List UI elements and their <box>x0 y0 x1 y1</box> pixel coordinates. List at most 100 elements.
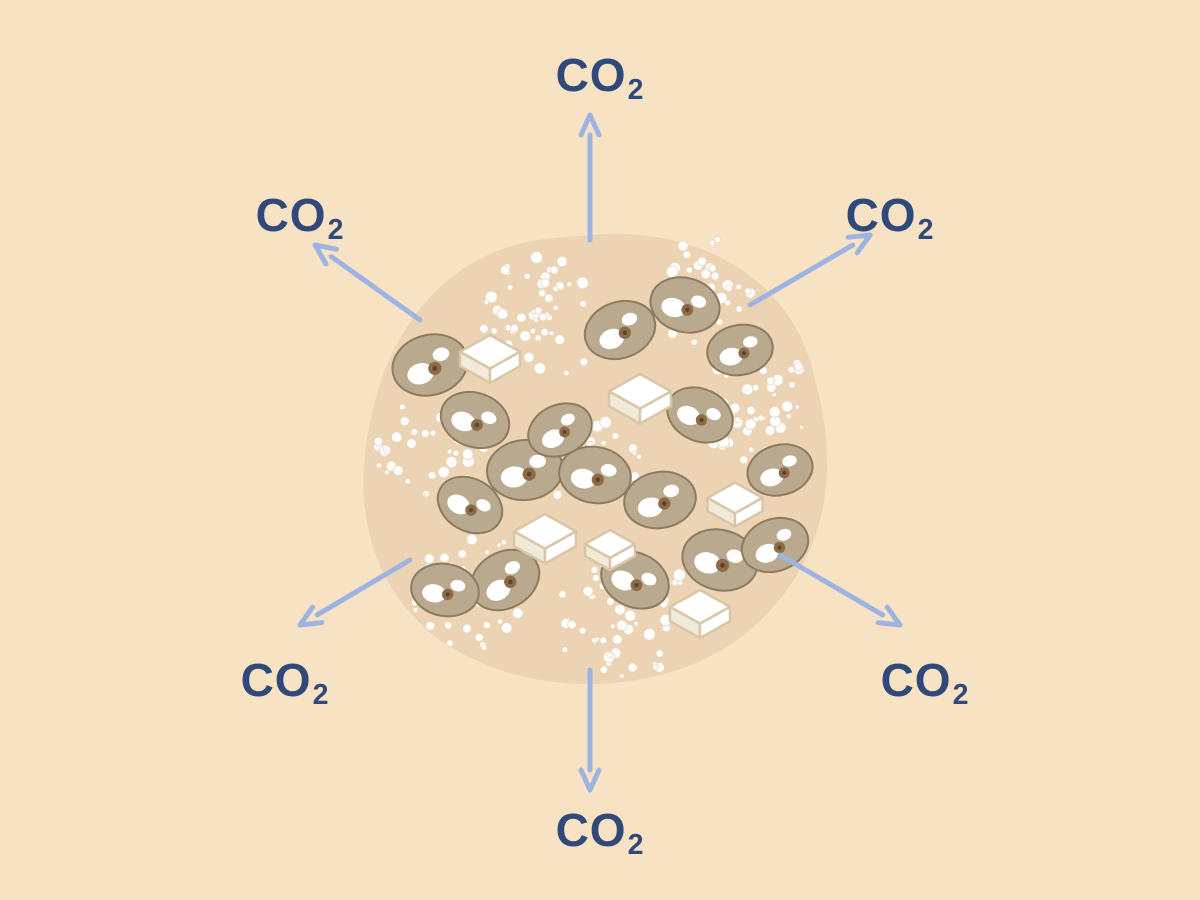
bubble <box>601 441 606 446</box>
bubble <box>617 620 628 631</box>
bubble <box>794 362 802 370</box>
co2-label-sub: 2 <box>328 214 345 246</box>
bubble <box>580 301 587 308</box>
bubble <box>481 645 487 651</box>
bubble <box>475 634 483 642</box>
bubble <box>458 550 466 558</box>
co2-label-sub: 2 <box>313 679 330 711</box>
bubble <box>698 257 707 266</box>
co2-label: CO2 <box>256 192 345 238</box>
bubble <box>535 307 542 314</box>
bubble <box>520 331 531 342</box>
bubble <box>678 241 688 251</box>
bubble <box>385 470 389 474</box>
bubble <box>749 447 754 452</box>
bubble <box>740 456 748 464</box>
bubble <box>421 430 429 438</box>
bubble <box>691 339 697 345</box>
bubble <box>447 449 452 454</box>
bubble <box>615 604 626 615</box>
bubble <box>653 665 658 670</box>
bubble <box>391 432 401 442</box>
bubble <box>745 288 751 294</box>
bubble <box>446 456 457 467</box>
bubble <box>567 282 572 287</box>
bubble <box>593 575 600 582</box>
co2-label: CO2 <box>556 52 645 98</box>
bubble <box>666 266 678 278</box>
bubble <box>428 472 436 480</box>
bubble <box>745 419 756 430</box>
bubble <box>531 252 543 264</box>
bubble <box>501 540 506 545</box>
bubble <box>562 647 568 653</box>
bubble <box>400 417 409 426</box>
bubble <box>462 449 473 460</box>
bubble <box>747 406 756 415</box>
bubble <box>789 382 795 388</box>
bubble <box>709 265 716 272</box>
bubble <box>765 426 775 436</box>
bubble <box>544 294 553 303</box>
bubble <box>608 653 613 658</box>
co2-label-main: CO <box>846 189 917 241</box>
bubble <box>711 272 719 280</box>
co2-label: CO2 <box>846 192 935 238</box>
bubble <box>701 269 711 279</box>
co2-label-main: CO <box>881 654 952 706</box>
bubble <box>484 300 489 305</box>
bubble <box>786 414 791 419</box>
bubble <box>568 621 576 629</box>
co2-label-sub: 2 <box>953 679 970 711</box>
bubble <box>795 405 799 409</box>
bubble <box>736 306 742 312</box>
bubble <box>535 335 541 341</box>
bubble <box>485 550 489 554</box>
bubble <box>549 331 554 336</box>
bubble <box>683 251 691 259</box>
bubble <box>612 433 619 440</box>
bubble <box>736 284 741 289</box>
bubble <box>769 406 780 417</box>
bubble <box>564 370 569 375</box>
bubble <box>405 478 410 483</box>
co2-label-sub: 2 <box>918 214 935 246</box>
bubble <box>507 285 513 291</box>
bubble <box>501 266 510 275</box>
bubble <box>550 266 558 274</box>
bubble <box>407 439 417 449</box>
bubble <box>758 415 764 421</box>
bubble <box>580 358 588 366</box>
bubble <box>767 377 775 385</box>
bubble <box>788 366 795 373</box>
co2-label: CO2 <box>881 657 970 703</box>
bubble <box>725 285 732 292</box>
bubble <box>553 305 558 310</box>
bubble <box>430 430 436 436</box>
bubble <box>612 635 622 645</box>
co2-label: CO2 <box>556 807 645 853</box>
bubble <box>374 437 383 446</box>
bubble <box>595 637 599 641</box>
bubble <box>557 256 567 266</box>
bubble <box>577 277 589 289</box>
co2-label-main: CO <box>241 654 312 706</box>
bubble <box>632 451 636 455</box>
bubble <box>591 594 596 599</box>
bubble <box>541 328 549 336</box>
bubble <box>555 335 565 345</box>
bubble <box>512 608 522 618</box>
bubble <box>800 425 804 429</box>
bubble <box>628 663 637 672</box>
bubble <box>625 610 636 621</box>
bubble <box>553 286 559 292</box>
bubble <box>463 624 472 633</box>
bubble <box>772 393 776 397</box>
bubble <box>497 543 501 547</box>
bubble <box>385 450 389 454</box>
bubble <box>524 352 534 362</box>
bubble <box>447 640 454 647</box>
bubble <box>636 454 641 459</box>
bubble <box>501 623 512 634</box>
bubble <box>517 313 526 322</box>
